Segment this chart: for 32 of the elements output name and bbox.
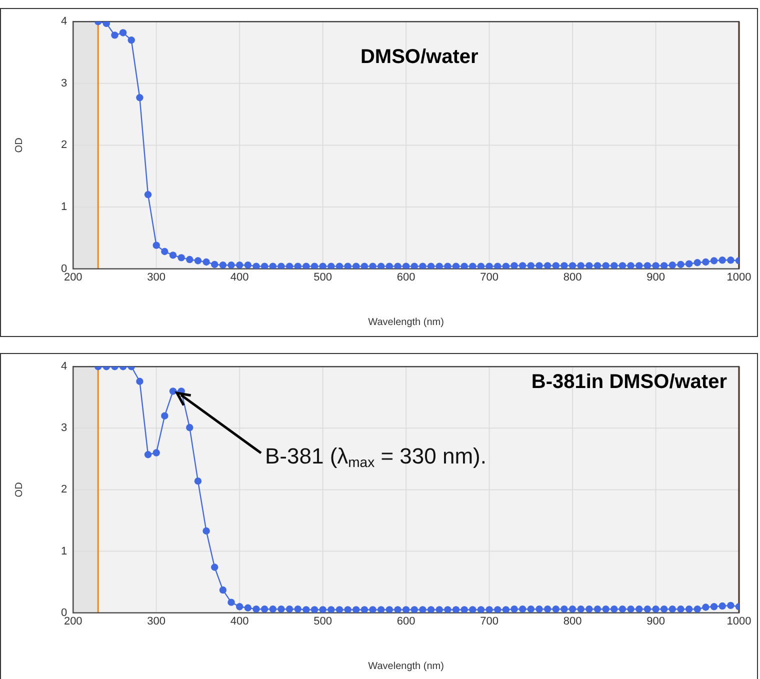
x-tick-label: 1000 [726, 271, 752, 284]
y-tick-label: 1 [60, 545, 68, 558]
chart-title: B-381in DMSO/water [531, 371, 728, 394]
x-tick-label: 800 [563, 271, 582, 284]
x-tick-label: 300 [147, 271, 166, 284]
x-tick-label: 300 [147, 615, 166, 628]
x-tick-label: 600 [396, 271, 416, 284]
y-tick-label: 3 [60, 77, 68, 90]
x-tick-label: 1000 [726, 615, 752, 628]
y-axis-title: OD [14, 482, 25, 498]
x-axis-title: Wavelength (nm) [368, 660, 444, 672]
x-axis-title: Wavelength (nm) [368, 316, 444, 328]
x-tick-label: 600 [396, 615, 416, 628]
x-tick-label: 900 [646, 615, 665, 628]
text: DMSO/water [360, 46, 478, 68]
x-tick-label: 800 [563, 615, 582, 628]
x-tick-label: 500 [314, 271, 332, 284]
y-tick-label: 4 [60, 16, 68, 28]
x-tick-label: 200 [64, 271, 82, 284]
y-tick-label: 2 [60, 484, 68, 496]
x-tick-label: 700 [480, 271, 498, 284]
y-tick-label: 2 [60, 139, 68, 152]
y-tick-label: 3 [60, 422, 68, 434]
x-tick-label: 200 [64, 615, 82, 628]
y-axis-title: OD [14, 138, 25, 153]
x-tick-label: 700 [480, 615, 498, 628]
y-tick-label: 4 [60, 360, 68, 373]
x-tick-label: 500 [314, 615, 332, 628]
x-tick-label: 400 [230, 271, 249, 284]
x-tick-label: 400 [230, 615, 249, 628]
y-tick-label: 1 [60, 201, 68, 214]
x-tick-label: 900 [646, 271, 665, 284]
